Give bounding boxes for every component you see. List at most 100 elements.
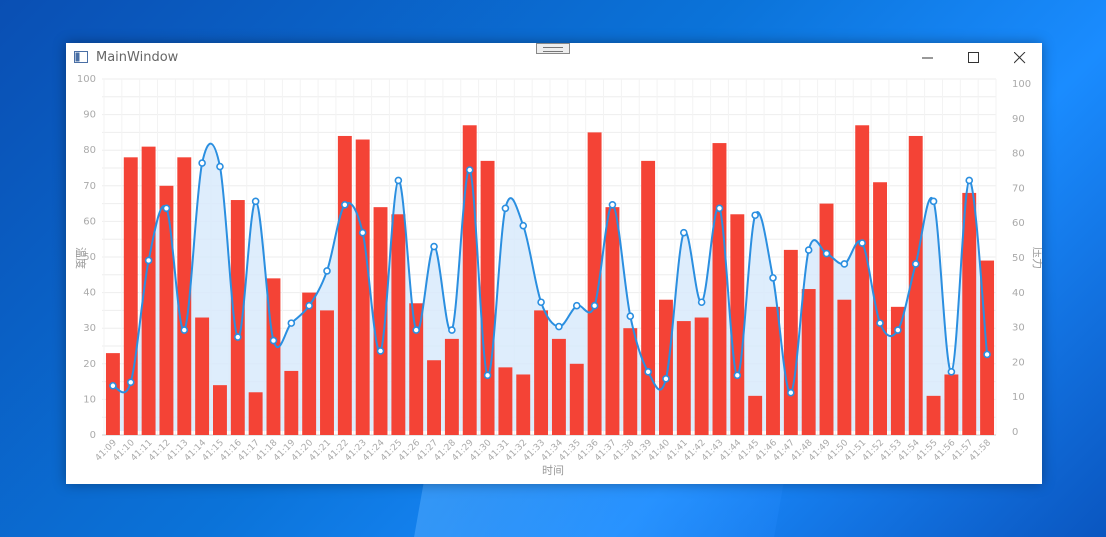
bar [302,292,317,435]
bar [890,306,905,435]
line-point [376,347,385,355]
close-button[interactable] [998,43,1042,73]
x-axis-label: 时间 [542,464,564,477]
bar [230,200,245,435]
bar [159,185,174,435]
bar [730,214,745,435]
y-left-tick-label: 30 [83,323,96,334]
bar [373,207,388,435]
bar [837,299,852,435]
y-left-tick-label: 70 [83,181,96,192]
line-point [358,228,367,237]
y-axis-left-label: 温度 [74,247,88,269]
bar [498,367,513,435]
line-point [126,378,135,387]
bar [676,321,691,435]
line-point [465,166,474,174]
bar [908,135,923,435]
window-icon [74,51,88,63]
line-point [840,260,849,268]
line-point [662,374,670,383]
bar [480,160,495,435]
y-right-tick-label: 80 [1012,149,1025,160]
bar [391,214,406,435]
line-point [572,301,581,310]
line-point [430,242,438,251]
line-point [965,176,974,185]
line-point [501,204,510,213]
bar [248,392,263,435]
bar-series [105,125,995,435]
line-point [715,204,724,213]
minimize-button[interactable] [906,43,950,73]
line-point [234,333,242,341]
bar [569,363,584,435]
y-left-tick-label: 100 [77,74,96,85]
line-point [822,249,831,258]
bar [213,385,227,435]
y-axis-left-ticks: 0 10 20 30 40 50 60 70 80 90 100 [77,74,96,441]
y-left-tick-label: 50 [83,252,96,263]
bar [944,374,959,435]
line-point [394,176,403,185]
line-point [323,267,331,275]
bar [855,125,870,435]
drag-handle[interactable] [536,43,570,54]
line-point [644,368,652,376]
y-left-tick-label: 80 [83,145,96,156]
line-point [287,319,296,327]
line-point [109,381,117,390]
y-right-tick-label: 10 [1012,392,1025,403]
line-point [876,319,884,327]
line-point [162,204,171,213]
line-point [858,239,867,247]
line-point [804,246,813,254]
chart-area: 0 10 20 30 40 50 60 70 80 90 100 0 10 20 30 40 50 60 70 80… [66,73,1044,484]
y-right-tick-label: 90 [1012,114,1025,125]
bar [712,143,727,435]
bar [195,317,210,435]
bar [284,370,299,435]
bar [623,328,638,435]
y-left-tick-label: 10 [83,394,96,405]
bar [783,249,798,435]
y-left-tick-label: 40 [83,288,96,299]
line-point [894,326,902,334]
line-point [911,260,920,268]
bar [587,132,602,435]
y-axis-right-label: 压力 [1031,247,1042,269]
x-axis-ticks: 41:0941:1041:1141:1241:1341:1441:1541:16… [94,438,994,464]
line-point [590,301,599,310]
bar [766,306,780,435]
y-left-tick-label: 0 [90,430,96,441]
line-point [269,336,278,345]
line-point [769,274,777,282]
bar [105,353,120,435]
title-bar[interactable]: MainWindow [66,43,1042,73]
line-point [198,159,206,167]
line-points [109,159,991,397]
bar [641,160,656,435]
minimize-icon [922,57,933,59]
line-point [787,388,795,397]
bar [926,395,941,435]
line-point [305,301,313,310]
bar [444,338,459,435]
line-point [983,350,991,359]
line-point [483,371,492,380]
line-point [412,326,421,334]
y-right-tick-label: 60 [1012,218,1025,229]
y-left-tick-label: 20 [83,359,96,370]
line-point [608,201,617,209]
maximize-icon [968,52,979,63]
maximize-button[interactable] [952,43,996,73]
line-point [180,326,189,334]
bar [427,360,441,435]
y-right-tick-label: 0 [1012,427,1018,438]
line-point [341,201,349,209]
y-left-tick-label: 90 [83,110,96,121]
line-point [733,371,742,380]
line-point [537,298,545,307]
bar [534,310,549,435]
y-right-tick-label: 40 [1012,288,1025,299]
